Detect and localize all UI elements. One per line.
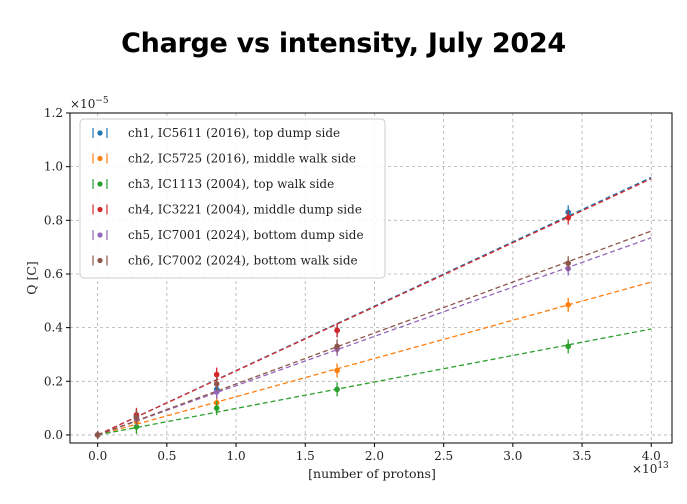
x-multiplier-exponent: 13: [657, 461, 669, 471]
data-point-ch6: [94, 432, 101, 438]
data-point-ch6: [334, 343, 340, 350]
y-multiplier: ×10−5: [70, 96, 109, 111]
legend-box: [79, 118, 386, 279]
legend-marker: [97, 206, 103, 213]
data-point-ch6: [565, 260, 572, 267]
legend-label-ch4: ch4, IC3221 (2004), middle dump side: [128, 203, 362, 217]
ticks: 0.0 0.5 1.0 1.5 2.0 2.5 3.0 3.5 4.0 0.0 0.2 0.4 0.6 0…: [44, 106, 661, 463]
y-tick-label: 0.6: [44, 267, 63, 281]
x-tick-label: 3.5: [572, 449, 591, 463]
y-multiplier-exponent: −5: [95, 96, 109, 106]
x-tick-label: 1.0: [227, 449, 246, 463]
data-point-ch6: [133, 414, 140, 421]
legend-marker: [97, 155, 103, 162]
y-tick-label: 0.2: [44, 374, 63, 388]
fit-lines: [97, 176, 652, 436]
data-point-ch2: [565, 302, 572, 308]
fit-line-ch5: [97, 237, 652, 436]
legend-label-ch6: ch6, IC7002 (2024), bottom walk side: [128, 254, 358, 268]
y-tick-label: 0.0: [44, 428, 63, 442]
legend-label-ch3: ch3, IC1113 (2004), top walk side: [128, 177, 334, 191]
y-axis-label: Q [C]: [24, 261, 39, 295]
fit-line-ch6: [97, 230, 652, 436]
plot-frame: [69, 112, 673, 444]
x-multiplier: ×1013: [632, 461, 669, 476]
data-point-ch3: [334, 386, 340, 393]
data-point-ch4: [565, 214, 572, 221]
x-axis-label: [number of protons]: [308, 466, 436, 481]
legend: ch1, IC5611 (2016), top dump side ch2, IC…: [79, 118, 386, 279]
y-tick-label: 0.4: [44, 321, 63, 335]
fit-line-ch3: [97, 328, 652, 436]
data-point-ch4: [334, 327, 340, 334]
y-tick-label: 0.8: [44, 213, 63, 227]
x-tick-label: 3.0: [503, 449, 522, 463]
data-point-ch6: [213, 381, 220, 387]
data-point-ch3: [565, 343, 572, 350]
data-point-ch3: [133, 424, 140, 430]
y-tick-label: 1.0: [44, 160, 63, 174]
legend-marker: [97, 232, 103, 238]
legend-marker: [97, 181, 103, 187]
x-tick-label: 2.0: [365, 449, 384, 463]
legend-marker: [97, 257, 103, 264]
y-tick-label: 1.2: [44, 106, 63, 120]
data-point-ch4: [213, 371, 220, 378]
x-tick-label: 0.5: [157, 449, 176, 463]
legend-label-ch2: ch2, IC5725 (2016), middle walk side: [128, 152, 356, 166]
y-multiplier-base: ×10: [70, 97, 95, 111]
x-multiplier-base: ×10: [632, 462, 657, 476]
fit-line-ch4: [97, 178, 652, 436]
page-title: Charge vs intensity, July 2024: [121, 28, 566, 59]
legend-label-ch1: ch1, IC5611 (2016), top dump side: [128, 126, 340, 140]
x-tick-label: 1.5: [296, 449, 315, 463]
x-tick-label: 2.5: [434, 449, 453, 463]
data-point-ch2: [334, 367, 340, 374]
x-tick-label: 0.0: [88, 449, 107, 463]
data-point-ch3: [213, 405, 220, 411]
x-tick-label: 4.0: [642, 449, 661, 463]
legend-marker: [97, 130, 103, 136]
data-point-ch5: [213, 389, 220, 395]
legend-label-ch5: ch5, IC7001 (2024), bottom dump side: [128, 228, 364, 242]
data-points: [94, 205, 572, 439]
